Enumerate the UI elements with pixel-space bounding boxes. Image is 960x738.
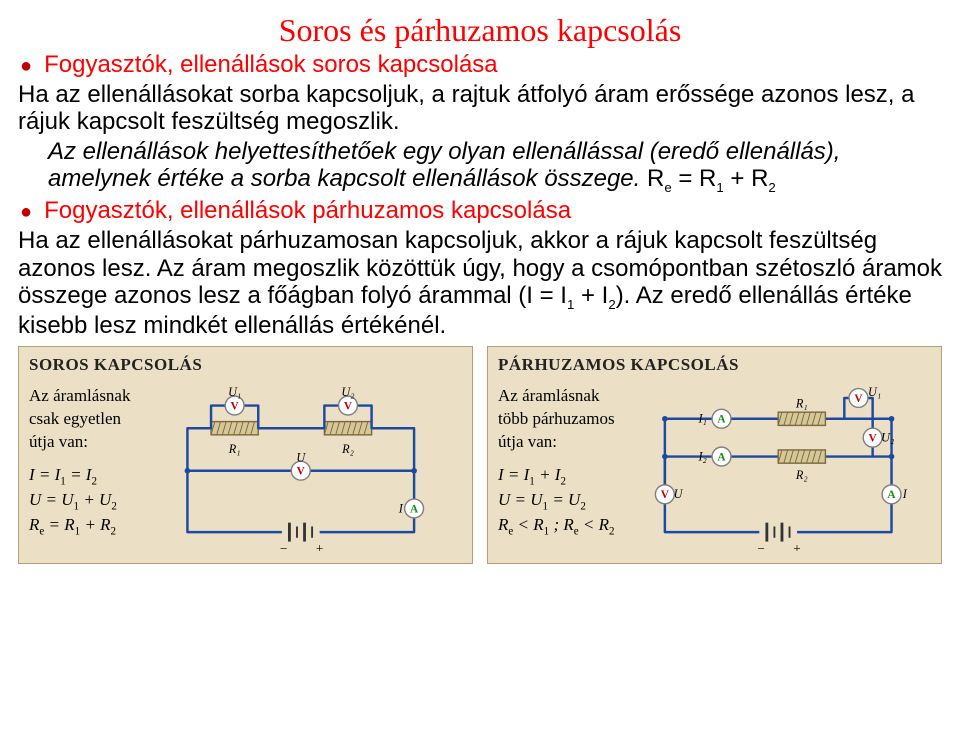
series-eq2: U = U1 + U2 <box>29 490 117 509</box>
svg-text:V: V <box>297 465 306 477</box>
formula-series: Re = R1 + R2 <box>647 165 776 192</box>
svg-text:V: V <box>231 400 240 412</box>
svg-text:R₂: R₂ <box>795 468 808 482</box>
parallel-eq1: I = I1 + I2 <box>498 465 566 484</box>
svg-text:V: V <box>854 392 863 404</box>
svg-text:I: I <box>901 487 907 501</box>
svg-text:V: V <box>344 400 353 412</box>
svg-text:R₁: R₁ <box>228 441 241 455</box>
diagram-row: SOROS KAPCSOLÁS Az áramlásnak csak egyet… <box>18 346 942 564</box>
bullet-1-text: Fogyasztók, ellenállások soros kapcsolás… <box>44 51 498 79</box>
parallel-lead1: Az áramlásnak <box>498 386 599 405</box>
paragraph-1b: Az ellenállások helyettesíthetőek egy ol… <box>18 138 942 196</box>
parallel-eq2: U = U1 = U2 <box>498 490 586 509</box>
svg-text:A: A <box>887 489 896 501</box>
series-eq1: I = I1 = I2 <box>29 465 97 484</box>
svg-text:I: I <box>398 501 404 515</box>
parallel-lead2: több párhuzamos <box>498 409 615 428</box>
svg-text:U₁: U₁ <box>229 385 242 399</box>
slide-title: Soros és párhuzamos kapcsolás <box>18 12 942 49</box>
panel-parallel: PÁRHUZAMOS KAPCSOLÁS Az áramlásnak több … <box>487 346 942 564</box>
svg-text:U₂: U₂ <box>881 430 894 444</box>
svg-text:R₂: R₂ <box>342 441 355 455</box>
p1a-text: Ha az ellenállásokat sorba kapcsoljuk, a… <box>18 81 914 136</box>
svg-text:U₂: U₂ <box>342 385 355 399</box>
series-eq3: Re = R1 + R2 <box>29 515 116 534</box>
series-circuit-svg: R₁R₂VU₁VU₂VUAI−+ <box>140 381 462 551</box>
svg-text:U₁: U₁ <box>868 385 881 399</box>
parallel-lead3: útja van: <box>498 432 557 451</box>
p2a-text: Ha az ellenállásokat párhuzamosan kapcso… <box>18 227 942 339</box>
paragraph-2a: Ha az ellenállásokat párhuzamosan kapcso… <box>18 227 942 340</box>
panel-series-left: Az áramlásnak csak egyetlen útja van: I … <box>29 381 130 551</box>
bullet-dot-icon: ● <box>20 56 32 76</box>
svg-text:+: + <box>793 541 800 551</box>
svg-text:I₂: I₂ <box>697 449 706 463</box>
svg-text:V: V <box>660 489 669 501</box>
parallel-circuit-svg: R₁R₂AI₁AI₂VU₁VU₂AIVU−+ <box>625 381 931 551</box>
svg-text:A: A <box>410 503 419 515</box>
series-lead1: Az áramlásnak <box>29 386 130 405</box>
svg-text:A: A <box>717 413 726 425</box>
paragraph-1a: Ha az ellenállásokat sorba kapcsoljuk, a… <box>18 81 942 136</box>
svg-text:−: − <box>280 541 287 551</box>
svg-text:U: U <box>673 487 683 501</box>
svg-text:I₁: I₁ <box>697 411 706 425</box>
series-lead2: csak egyetlen <box>29 409 121 428</box>
svg-text:−: − <box>757 541 764 551</box>
panel-parallel-title: PÁRHUZAMOS KAPCSOLÁS <box>498 355 931 375</box>
panel-series-title: SOROS KAPCSOLÁS <box>29 355 462 375</box>
panel-series: SOROS KAPCSOLÁS Az áramlásnak csak egyet… <box>18 346 473 564</box>
series-lead3: útja van: <box>29 432 88 451</box>
bullet-1: ● Fogyasztók, ellenállások soros kapcsol… <box>18 51 942 79</box>
parallel-eq3: Re < R1 ; Re < R2 <box>498 515 615 534</box>
svg-text:U: U <box>297 450 307 464</box>
svg-text:+: + <box>316 541 323 551</box>
svg-text:A: A <box>717 451 726 463</box>
svg-text:V: V <box>868 432 877 444</box>
svg-text:R₁: R₁ <box>795 396 808 410</box>
panel-parallel-left: Az áramlásnak több párhuzamos útja van: … <box>498 381 615 551</box>
bullet-dot-icon: ● <box>20 202 32 222</box>
title-text: Soros és párhuzamos kapcsolás <box>279 12 682 48</box>
bullet-2-text: Fogyasztók, ellenállások párhuzamos kapc… <box>44 197 571 225</box>
bullet-2: ● Fogyasztók, ellenállások párhuzamos ka… <box>18 197 942 225</box>
